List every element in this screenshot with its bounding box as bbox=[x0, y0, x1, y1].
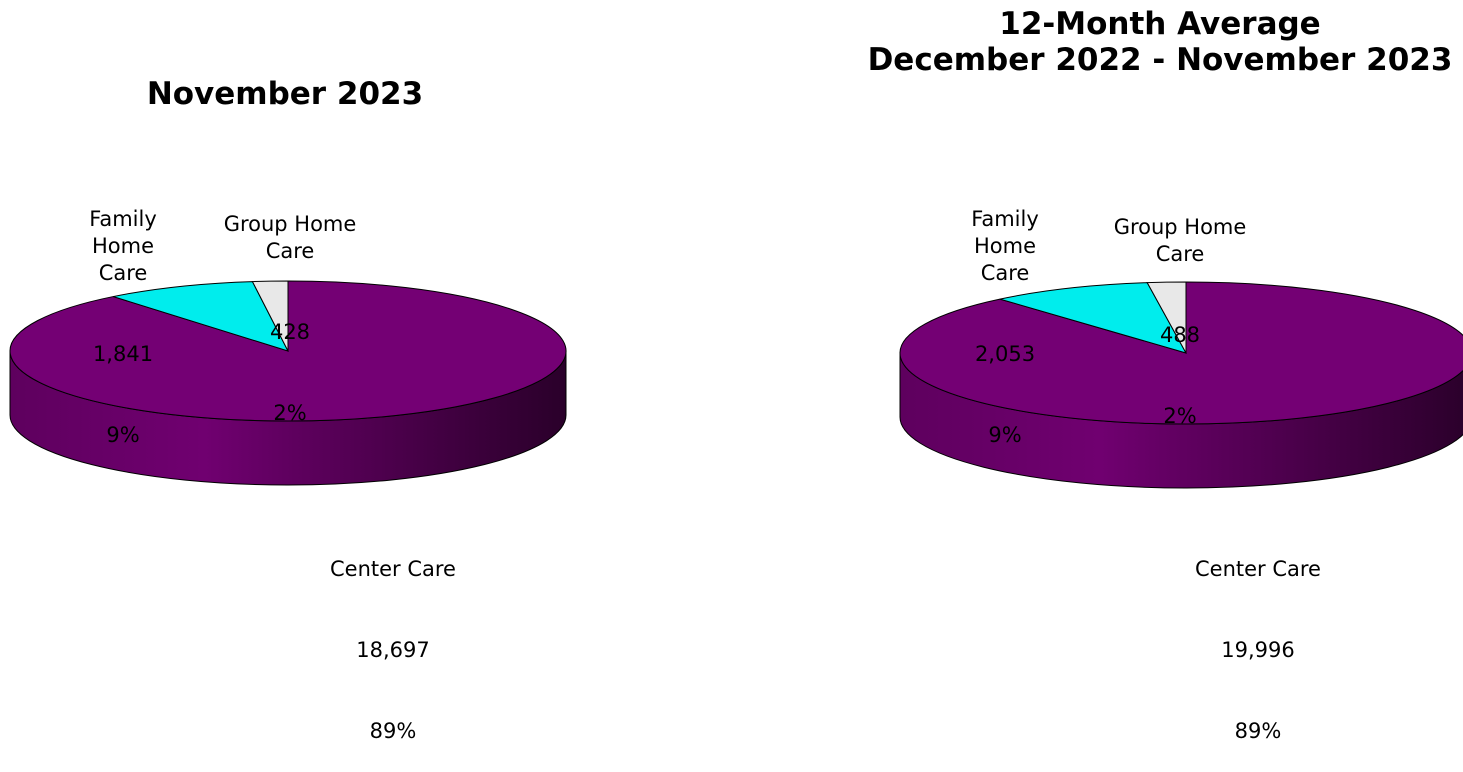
family-home-care-value: 2,053 bbox=[974, 342, 1036, 366]
pie-slice-group-home-care bbox=[251, 280, 289, 352]
chart-2-title-line-1: 12-Month Average bbox=[999, 6, 1321, 42]
pie-chart-12-month-average bbox=[899, 281, 1463, 489]
center-care-label-text: Center Care bbox=[1195, 557, 1321, 581]
group-home-care-percent: 2% bbox=[273, 401, 307, 425]
group-home-care-value: 428 bbox=[269, 320, 311, 344]
pie-label-center-care: Center Care 19,996 89% bbox=[1183, 502, 1333, 772]
group-home-care-value: 488 bbox=[1159, 323, 1201, 347]
center-care-value: 18,697 bbox=[356, 638, 430, 662]
pie-slice-group-home-care bbox=[1146, 281, 1187, 354]
center-care-value: 19,996 bbox=[1221, 638, 1295, 662]
center-care-percent: 89% bbox=[369, 719, 417, 743]
group-home-care-label-text: Group Home Care bbox=[1113, 215, 1247, 266]
pie-label-family-home-care: Family Home Care 2,053 9% bbox=[930, 152, 1080, 476]
chart-1-title-text: November 2023 bbox=[146, 76, 424, 112]
family-home-care-percent: 9% bbox=[988, 423, 1022, 447]
pie-label-group-home-care: Group Home Care 488 2% bbox=[1105, 160, 1255, 457]
family-home-care-label-text: Family Home Care bbox=[971, 207, 1039, 285]
family-home-care-percent: 9% bbox=[106, 423, 140, 447]
pie-label-family-home-care: Family Home Care 1,841 9% bbox=[58, 152, 188, 476]
pie-slice-family-home-care bbox=[113, 281, 289, 352]
chart-2-title-line-2: December 2022 - November 2023 bbox=[867, 42, 1453, 78]
group-home-care-percent: 2% bbox=[1163, 404, 1197, 428]
pie-label-center-care: Center Care 18,697 89% bbox=[318, 502, 468, 772]
pie-slice-center-care bbox=[899, 281, 1463, 425]
center-care-percent: 89% bbox=[1234, 719, 1282, 743]
pie-slice-family-home-care bbox=[999, 282, 1188, 354]
group-home-care-label-text: Group Home Care bbox=[223, 212, 357, 263]
pie-slice-center-care bbox=[9, 280, 567, 422]
family-home-care-label-text: Family Home Care bbox=[89, 207, 157, 285]
pie-chart-november-2023 bbox=[9, 280, 567, 486]
center-care-label-text: Center Care bbox=[330, 557, 456, 581]
chart-2-title: 12-Month Average December 2022 - Novembe… bbox=[860, 6, 1460, 78]
chart-1-title: November 2023 bbox=[130, 76, 440, 112]
pie-label-group-home-care: Group Home Care 428 2% bbox=[215, 157, 365, 454]
family-home-care-value: 1,841 bbox=[92, 342, 154, 366]
